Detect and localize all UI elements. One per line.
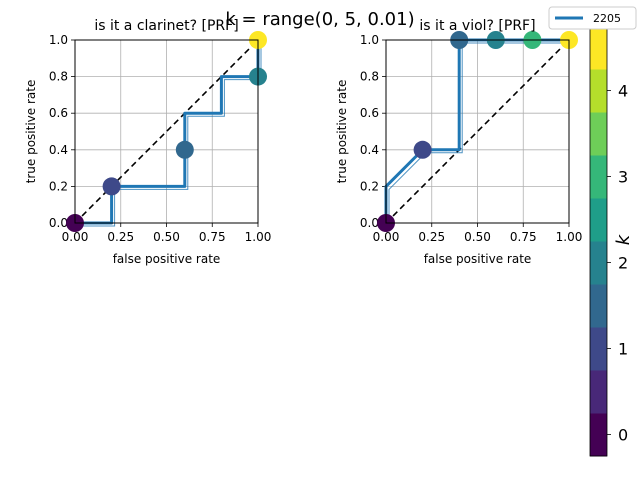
x-tick-label: 0.25 [107,230,134,244]
colorbar-segment [590,284,607,328]
threshold-marker [413,140,432,159]
axes-frame [74,39,259,224]
roc-panel-viol: 0.00 0.25 0.50 0.75 1.00 0.0 0.2 0.4 0.6 0.8 1.0 is… [335,18,582,266]
x-tick-label: 0.75 [510,230,537,244]
x-tick-label: 0.50 [153,230,180,244]
x-tick-label: 0.25 [418,230,445,244]
x-tick-label: 0.00 [62,230,89,244]
y-tick-label: 0.6 [360,106,379,120]
colorbar-tick-label: 2 [618,254,628,273]
x-tick-label: 0.75 [199,230,226,244]
colorbar-segment [590,69,607,113]
colorbar-label: k [613,233,634,245]
colorbar-segment [590,26,607,70]
colorbar-segment [590,370,607,414]
y-tick-label: 0.8 [360,70,379,84]
legend-label: 2205 [593,12,621,25]
colorbar-segment [590,112,607,156]
colorbar-tick-label: 0 [618,426,628,445]
y-tick-label: 1.0 [360,33,379,47]
legend: 2205 [548,6,637,30]
y-axis-label: true positive rate [24,80,38,184]
panel-title: is it a viol? [PRF] [419,18,535,34]
y-tick-label: 0.0 [49,216,68,230]
x-tick-label: 1.00 [556,230,583,244]
y-tick-label: 0.2 [49,179,68,193]
colorbar-segment [590,241,607,285]
colorbar-segment [590,155,607,199]
roc-curve [75,40,260,225]
threshold-marker [102,177,121,196]
x-tick-label: 0.50 [464,230,491,244]
x-tick-label: 1.00 [245,230,272,244]
legend-box [548,6,637,30]
roc-panel-clarinet: 0.00 0.25 0.50 0.75 1.00 0.0 0.2 0.4 0.6 0.8 1.0 is… [24,18,271,266]
y-tick-label: 1.0 [49,33,68,47]
x-axis-label: false positive rate [113,252,221,266]
colorbar-tick-label: 4 [618,82,628,101]
y-tick-label: 0.4 [360,143,379,157]
x-axis-label: false positive rate [424,252,532,266]
y-tick-label: 0.8 [49,70,68,84]
x-tick-label: 0.00 [373,230,400,244]
y-tick-label: 0.2 [360,179,379,193]
y-tick-label: 0.4 [49,143,68,157]
colorbar-tick-label: 3 [618,168,628,187]
figure-suptitle: k = range(0, 5, 0.01) [225,9,414,30]
axes-frame [385,39,570,224]
colorbar-segment [590,327,607,371]
y-tick-label: 0.6 [49,106,68,120]
chance-diagonal [385,39,570,224]
threshold-marker [175,140,194,159]
y-axis-label: true positive rate [335,80,349,184]
colorbar-tick-label: 1 [618,340,628,359]
colorbar: 0 1 2 3 4 k [589,25,634,457]
panel-title: is it a clarinet? [PRF] [94,18,238,34]
colorbar-segment [590,198,607,242]
roc-curve-echo [78,43,262,227]
colorbar-segment [590,413,607,457]
y-tick-label: 0.0 [360,216,379,230]
